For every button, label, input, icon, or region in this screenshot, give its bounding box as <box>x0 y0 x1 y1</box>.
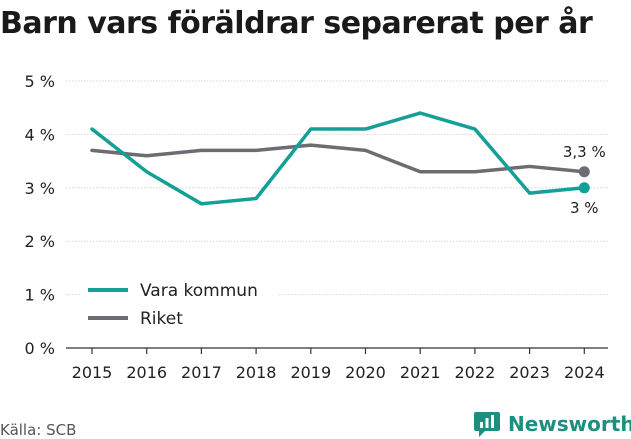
end-label: 3 % <box>570 199 599 217</box>
x-axis-tick-labels: 2015 2016 2017 2018 2019 2020 2021 2022 2023 2024 <box>72 348 605 382</box>
legend-label: Riket <box>140 309 183 329</box>
y-tick-label: 5 % <box>25 72 55 91</box>
y-tick-label: 3 % <box>25 179 55 198</box>
x-tick-label: 2015 <box>72 363 113 382</box>
x-tick-label: 2024 <box>564 363 605 382</box>
series-end-point <box>578 166 590 178</box>
page-title: Barn vars föräldrar separerat per år <box>0 6 593 41</box>
y-tick-label: 1 % <box>25 286 55 305</box>
x-tick-label: 2022 <box>455 363 496 382</box>
brand-logo[interactable]: Newsworthy <box>473 410 631 438</box>
legend-background <box>80 276 278 338</box>
series-end-point <box>578 182 590 194</box>
newsworthy-logo-icon <box>474 412 500 437</box>
x-tick-label: 2020 <box>345 363 386 382</box>
legend: Vara kommun Riket <box>80 276 278 338</box>
y-tick-label: 4 % <box>25 125 55 144</box>
source-note: Källa: SCB <box>0 421 77 439</box>
series-line-vara-kommun <box>90 111 587 206</box>
x-tick-label: 2018 <box>236 363 277 382</box>
y-tick-label: 0 % <box>25 339 55 358</box>
chart-series <box>90 111 590 206</box>
brand-name: Newsworthy <box>508 412 631 436</box>
y-axis-tick-labels: 0 % 1 % 2 % 3 % 4 % 5 % <box>25 72 55 358</box>
x-tick-label: 2016 <box>126 363 167 382</box>
x-tick-label: 2023 <box>509 363 550 382</box>
series-line-riket <box>90 143 587 174</box>
end-labels: 3,3 % 3 % <box>563 143 606 217</box>
end-label: 3,3 % <box>563 143 606 161</box>
x-tick-label: 2017 <box>181 363 222 382</box>
line-chart: 0 %1 %2 %3 %4 %5 % 2015 2016 2017 2018 2019 2… <box>25 72 608 382</box>
x-tick-label: 2019 <box>290 363 331 382</box>
y-tick-label: 2 % <box>25 232 55 251</box>
legend-label: Vara kommun <box>140 281 258 301</box>
x-tick-label: 2021 <box>400 363 441 382</box>
